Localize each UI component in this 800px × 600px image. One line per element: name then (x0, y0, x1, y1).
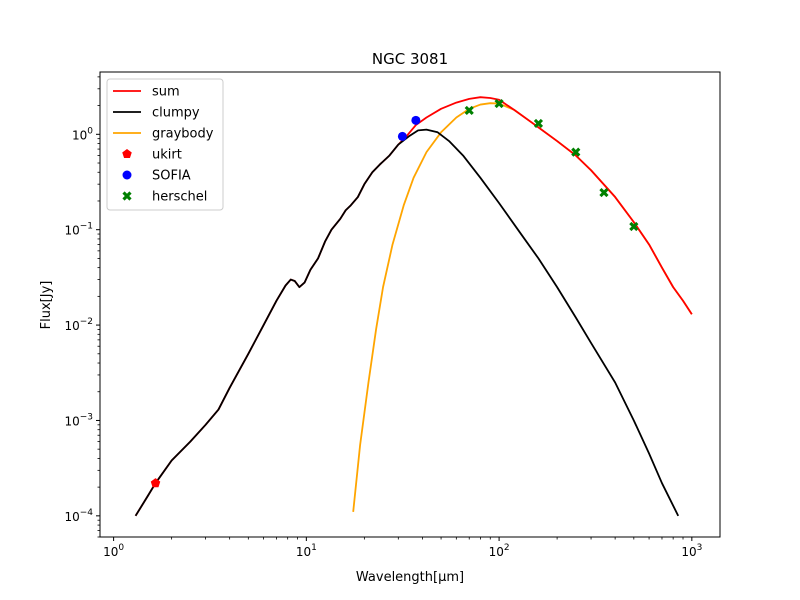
plot-frame (99, 71, 721, 538)
data-point-herschel (533, 118, 544, 129)
plot-series (134, 96, 693, 517)
legend-label: clumpy (152, 106, 200, 121)
legend-item-graybody: graybody (113, 127, 214, 142)
series-markers-sofia (397, 115, 421, 141)
legend-label: sum (152, 85, 180, 100)
legend-swatch (122, 149, 132, 159)
legend-item-sofia: SOFIA (122, 169, 191, 184)
legend-label: SOFIA (152, 169, 191, 184)
legend: sum clumpy graybody ukirt SOFIA herschel (106, 78, 224, 211)
series-markers-herschel (464, 98, 639, 232)
legend-swatch (122, 170, 132, 180)
data-point-ukirt (150, 478, 161, 488)
data-point-herschel (494, 98, 504, 109)
data-point-sofia (411, 115, 421, 125)
x-axis-label: Wavelength[μm] (356, 570, 464, 585)
data-point-herschel (571, 147, 581, 157)
legend-item-clumpy: clumpy (113, 106, 200, 121)
data-point-herschel (599, 187, 609, 198)
chart-title: NGC 3081 (372, 50, 448, 68)
data-point-sofia (397, 131, 407, 141)
legend-label: ukirt (152, 148, 182, 163)
series-markers-ukirt (150, 478, 161, 488)
data-point-herschel (464, 105, 474, 116)
legend-label: herschel (152, 190, 207, 205)
legend-label: graybody (152, 127, 214, 142)
series-line-clumpy (134, 128, 680, 517)
legend-item-herschel: herschel (122, 190, 207, 205)
legend-item-sum: sum (113, 85, 180, 100)
legend-swatch (122, 191, 132, 201)
y-axis-label: Flux[Jy] (39, 281, 54, 330)
legend-item-ukirt: ukirt (122, 148, 182, 163)
data-point-herschel (629, 221, 639, 232)
